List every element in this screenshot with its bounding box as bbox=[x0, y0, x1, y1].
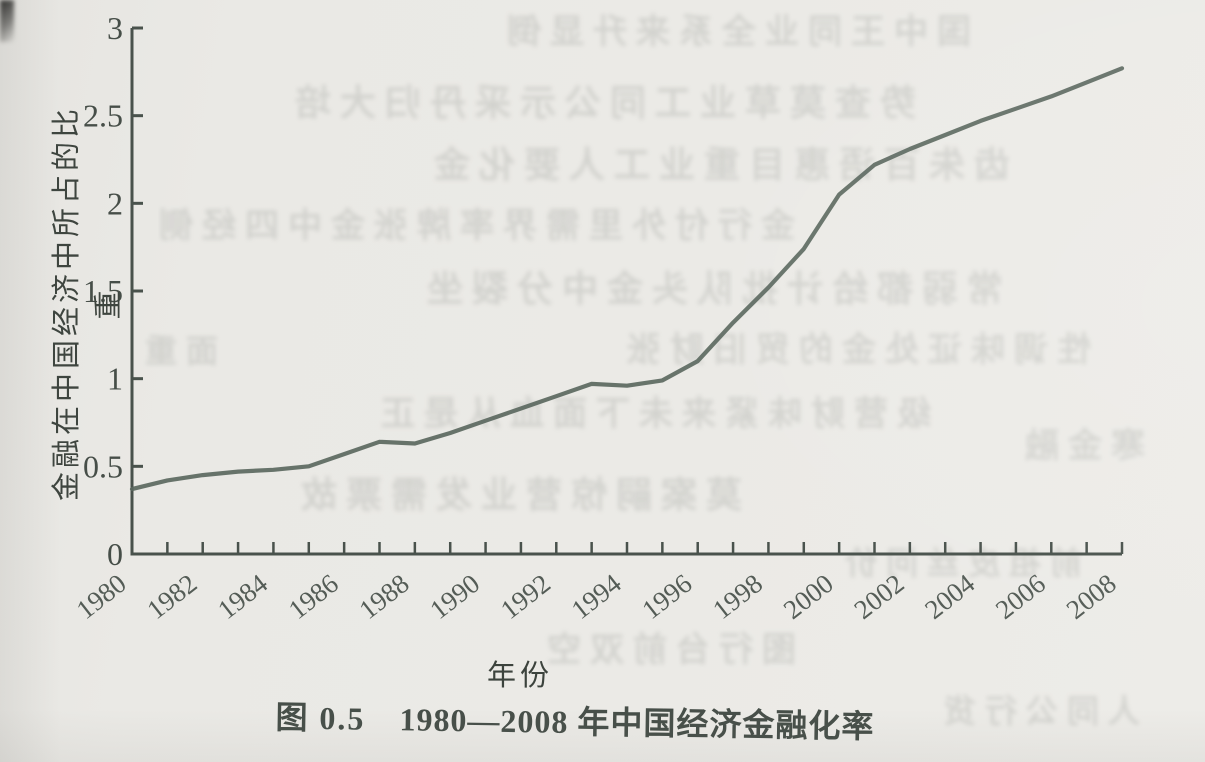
y-tick-label: 1 bbox=[107, 361, 123, 397]
x-tick-label: 1996 bbox=[636, 568, 697, 625]
x-tick-label: 2008 bbox=[1061, 568, 1122, 625]
y-tick-label: 0.5 bbox=[83, 448, 123, 484]
financialization-ratio-line bbox=[129, 66, 1125, 492]
x-tick-label: 1982 bbox=[141, 568, 202, 625]
x-tick-label: 1988 bbox=[354, 568, 415, 625]
x-tick-label: 2004 bbox=[919, 568, 980, 625]
x-tick-label: 2000 bbox=[778, 568, 839, 625]
x-tick-label: 1986 bbox=[283, 568, 344, 625]
y-tick-label: 1.5 bbox=[83, 273, 123, 309]
x-tick-label: 1992 bbox=[495, 568, 556, 625]
x-tick-label: 1994 bbox=[566, 568, 627, 625]
x-tick-label: 2002 bbox=[849, 568, 910, 625]
x-tick-label: 1980 bbox=[71, 568, 132, 625]
figure-number: 图 0.5 bbox=[275, 699, 366, 737]
x-tick-label: 1998 bbox=[707, 568, 768, 625]
y-tick-label: 0 bbox=[107, 536, 123, 572]
y-tick-label: 2.5 bbox=[83, 98, 123, 134]
x-tick-label: 1990 bbox=[424, 568, 485, 625]
x-axis-title: 年份 bbox=[486, 660, 553, 692]
x-tick-label: 2006 bbox=[990, 568, 1051, 625]
axis-lines bbox=[130, 28, 1122, 556]
figure-title: 1980—2008 年中国经济金融化率 bbox=[399, 701, 875, 745]
x-tick-label: 1984 bbox=[212, 568, 273, 625]
y-tick-label: 2 bbox=[107, 185, 123, 221]
y-axis-title: 金融在中国经济中所占的比重 bbox=[51, 105, 125, 502]
y-tick-label: 3 bbox=[107, 10, 123, 46]
